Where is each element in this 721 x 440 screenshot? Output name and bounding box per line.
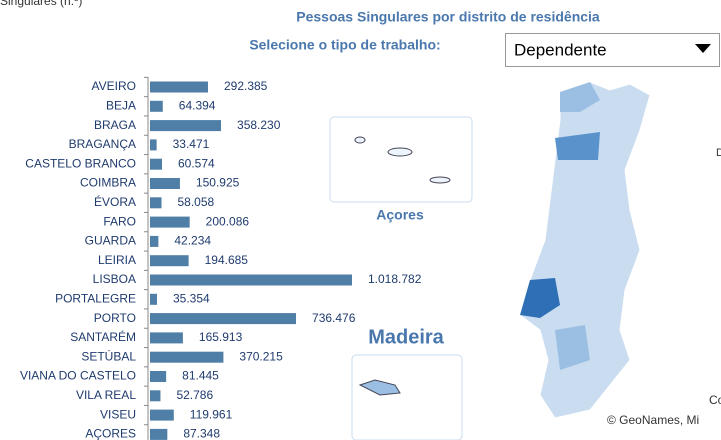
category-label: VILA REAL xyxy=(76,388,136,402)
category-label: FARO xyxy=(103,214,136,228)
value-label: 60.574 xyxy=(178,156,215,170)
bar xyxy=(150,100,163,112)
category-label: AÇORES xyxy=(85,427,136,440)
bar xyxy=(150,139,157,151)
value-label: 87.348 xyxy=(183,427,220,440)
region xyxy=(555,132,600,160)
value-label: 150.925 xyxy=(196,176,240,190)
cropped-text: Com xyxy=(709,393,721,407)
bar xyxy=(150,332,183,344)
category-label: VIANA DO CASTELO xyxy=(20,369,136,383)
madeira-label: Madeira xyxy=(368,326,444,348)
bar xyxy=(150,255,189,267)
value-label: 165.913 xyxy=(199,330,243,344)
bar xyxy=(150,178,180,189)
dropdown[interactable]: Dependente xyxy=(505,33,720,67)
value-label: 370.215 xyxy=(239,349,283,363)
category-label: PORTALEGRE xyxy=(55,291,136,305)
azores-box xyxy=(329,116,473,203)
value-label: 1.018.782 xyxy=(368,272,422,286)
category-label: LEIRIA xyxy=(98,253,136,267)
bar xyxy=(150,274,352,286)
island xyxy=(429,176,451,184)
value-label: 33.471 xyxy=(173,137,210,151)
chart-title: Pessoas Singulares por distrito de resid… xyxy=(296,9,600,25)
category-label: AVEIRO xyxy=(92,79,136,93)
bar xyxy=(150,158,163,170)
filter-prompt: Selecione o tipo de trabalho: xyxy=(249,37,440,53)
bar xyxy=(150,428,168,440)
value-label: 81.445 xyxy=(182,369,219,383)
category-label: CASTELO BRANCO xyxy=(25,156,136,170)
bar xyxy=(150,216,190,228)
category-label: BEJA xyxy=(106,98,136,112)
dropdown-value[interactable]: Dependente xyxy=(514,40,607,59)
value-label: 35.354 xyxy=(173,291,210,305)
category-label: PORTO xyxy=(94,311,136,325)
category-label: BRAGANÇA xyxy=(69,137,136,151)
category-label: COIMBRA xyxy=(80,176,136,190)
value-label: 42.234 xyxy=(174,234,211,248)
category-label: GUARDA xyxy=(85,234,136,248)
category-label: SETÚBAL xyxy=(81,348,136,363)
value-label: 358.230 xyxy=(237,118,281,132)
bar xyxy=(150,197,162,209)
bar xyxy=(150,293,158,305)
azores-label: Açores xyxy=(376,207,424,223)
value-label: 64.394 xyxy=(179,98,216,112)
value-label: 119.961 xyxy=(190,407,233,421)
value-label: 292.385 xyxy=(224,79,268,93)
bar xyxy=(150,409,174,421)
category-label: BRAGA xyxy=(94,118,136,132)
category-label: VISEU xyxy=(100,407,136,421)
category-label: ÉVORA xyxy=(94,194,136,209)
dropdown-box[interactable] xyxy=(505,33,720,67)
bar xyxy=(150,120,222,132)
bar xyxy=(150,235,159,247)
madeira-box xyxy=(351,354,463,440)
map: Açores Madeira D Com © GeoNames, Mi xyxy=(329,81,721,440)
value-label: 58.058 xyxy=(178,195,215,209)
mainland-map xyxy=(519,81,651,419)
island xyxy=(354,136,366,144)
bar xyxy=(150,81,208,93)
bar xyxy=(150,390,161,402)
region xyxy=(520,278,560,318)
bar xyxy=(150,371,167,382)
dropdown-arrow[interactable] xyxy=(695,44,711,53)
region xyxy=(560,82,600,112)
value-label: 200.086 xyxy=(206,214,250,228)
value-label: 194.685 xyxy=(205,253,249,267)
value-label: 736.476 xyxy=(312,311,356,325)
island xyxy=(358,379,401,396)
category-label: LISBOA xyxy=(93,272,136,286)
category-label: SANTARÉM xyxy=(70,329,136,344)
cropped-text: D xyxy=(716,147,721,159)
bar xyxy=(150,313,297,325)
island xyxy=(387,147,413,157)
map-credit: © GeoNames, Mi xyxy=(607,413,699,427)
cropped-label: Singulares (n.º) xyxy=(0,0,82,8)
region xyxy=(555,325,590,370)
bar xyxy=(150,351,224,363)
value-label: 52.786 xyxy=(176,388,213,402)
